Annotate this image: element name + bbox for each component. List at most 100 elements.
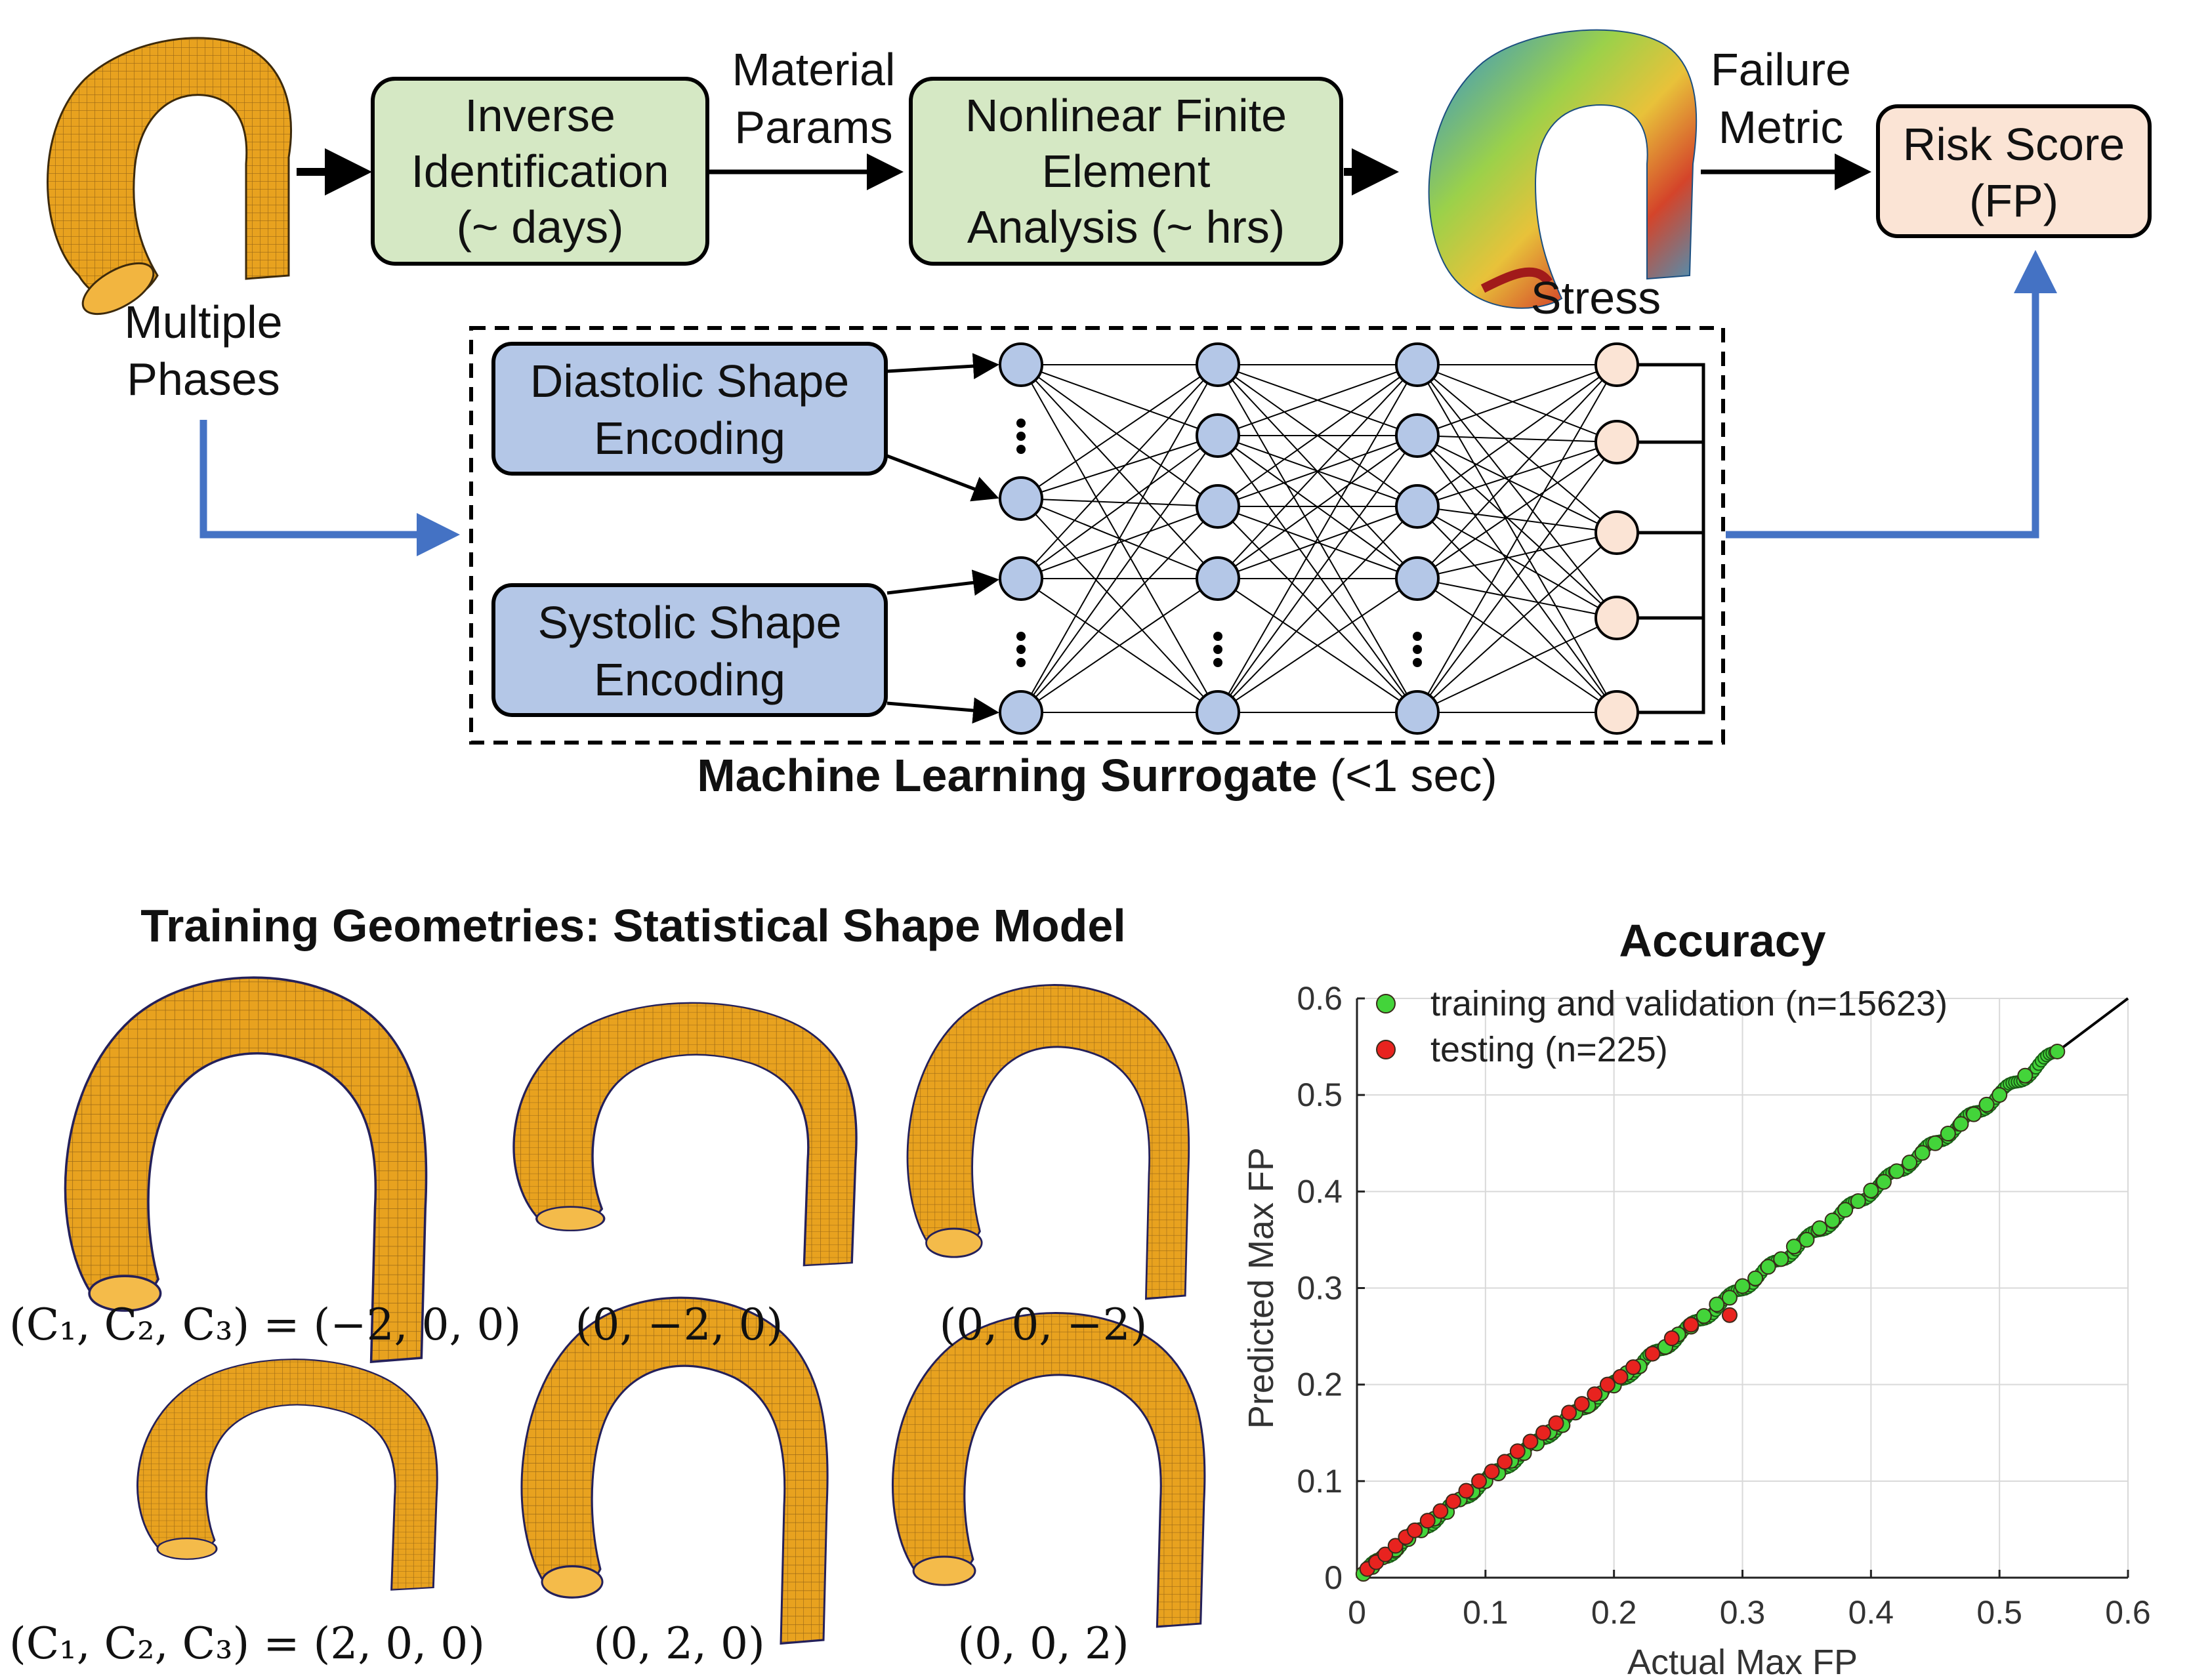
test-point xyxy=(1548,1415,1564,1431)
y-tick-label: 0 xyxy=(1324,1559,1343,1596)
train-point xyxy=(1978,1096,1995,1113)
nn-edge xyxy=(1217,578,1418,713)
test-point xyxy=(1574,1396,1590,1412)
nn-edge xyxy=(1020,506,1219,579)
train-point xyxy=(1747,1270,1764,1286)
fea-box-line-1: Nonlinear Finite xyxy=(965,90,1287,141)
train-point xyxy=(1734,1278,1751,1294)
accuracy-chart: Accuracy 00 0.1 0.1 0.2 0.2 0.3 0.3 0.4 0.4 0.5 0.… xyxy=(1241,915,2151,1680)
ssm-mesh-body xyxy=(512,1002,858,1267)
ssm-row2-label-1: (C₁, C₂, C₃) = (2, 0, 0) xyxy=(9,1618,485,1669)
test-point xyxy=(1561,1404,1577,1421)
train-point xyxy=(1799,1231,1815,1248)
train-point xyxy=(1902,1155,1918,1171)
nn-edge xyxy=(1020,364,1219,713)
nn-ellipsis-dot xyxy=(1016,632,1026,641)
nn-edge xyxy=(1417,435,1617,713)
train-point xyxy=(1824,1212,1841,1229)
fea-box-line-3: Analysis (~ hrs) xyxy=(967,201,1285,253)
nn-node xyxy=(1196,690,1240,735)
nn-edge xyxy=(1417,435,1617,443)
train-point xyxy=(1940,1126,1956,1142)
nn-edge xyxy=(1417,364,1617,533)
y-tick-label: 0.5 xyxy=(1297,1076,1343,1113)
ssm-mesh-opening xyxy=(925,1227,983,1258)
nn-edge xyxy=(1417,364,1617,619)
train-point xyxy=(1953,1116,1969,1132)
nn-edge xyxy=(1417,364,1617,443)
legend-label: training and validation (n=15623) xyxy=(1430,984,1948,1023)
ssm-aorta-mesh xyxy=(906,984,1190,1300)
train-point xyxy=(1888,1163,1905,1179)
x-tick-label: 0.3 xyxy=(1720,1594,1766,1631)
legend-marker xyxy=(1376,1040,1396,1059)
systolic-line-2: Encoding xyxy=(594,654,785,705)
nn-node xyxy=(1395,413,1440,458)
legend-marker xyxy=(1376,994,1396,1014)
nn-edge xyxy=(1217,506,1418,579)
nn-edge xyxy=(1217,364,1418,579)
nn-input-arrow xyxy=(886,569,999,596)
x-tick-label: 0.2 xyxy=(1591,1594,1637,1631)
eq-value-1: (−2, 0, 0) xyxy=(314,1300,522,1350)
nn-output-node xyxy=(1595,342,1639,387)
train-point xyxy=(1760,1259,1776,1275)
nn-edge xyxy=(1417,506,1617,619)
inverse-box-line-2: Identification xyxy=(411,146,669,197)
inverse-box-line-3: (~ days) xyxy=(457,201,624,253)
test-point xyxy=(1663,1330,1680,1347)
ssm-mesh-opening xyxy=(156,1538,218,1560)
y-tick-label: 0.6 xyxy=(1297,980,1343,1017)
series-1 xyxy=(1359,1307,1738,1577)
test-point xyxy=(1432,1503,1449,1519)
test-point xyxy=(1445,1493,1461,1509)
test-point xyxy=(1407,1522,1423,1538)
train-point xyxy=(1914,1145,1930,1161)
input-aorta-mesh xyxy=(47,37,292,301)
nn-node xyxy=(1196,342,1240,387)
nn-ellipsis-dot xyxy=(1016,445,1026,454)
test-point xyxy=(1419,1513,1436,1529)
nn-edge xyxy=(1020,435,1219,499)
test-point xyxy=(1387,1538,1404,1554)
surrogate-caption: Machine Learning Surrogate (<1 sec) xyxy=(697,750,1497,801)
pipeline: Multiple Phases Inverse Identification (… xyxy=(47,29,2152,405)
nn-edge xyxy=(1020,364,1219,436)
risk-score-box xyxy=(1876,104,2152,238)
nn-ellipsis-dot xyxy=(1016,419,1026,428)
y-tick-label: 0.3 xyxy=(1297,1270,1343,1307)
nn-ellipsis-dot xyxy=(1213,645,1222,654)
y-tick-label: 0.2 xyxy=(1297,1366,1343,1403)
nn-edge xyxy=(1217,364,1418,713)
test-point xyxy=(1522,1433,1539,1450)
nn-edge xyxy=(1020,435,1219,579)
nn-ellipsis-dot xyxy=(1413,645,1422,654)
nn-node xyxy=(1196,413,1240,458)
train-point xyxy=(1927,1135,1944,1151)
nn-output-node xyxy=(1595,420,1639,464)
test-point xyxy=(1377,1546,1394,1563)
nn-edge xyxy=(1020,435,1219,713)
nn-edge xyxy=(1417,578,1617,713)
ssm-aorta-mesh xyxy=(520,1296,829,1645)
nn-ellipsis-dot xyxy=(1413,632,1422,641)
train-point xyxy=(1875,1174,1892,1190)
nn-edge xyxy=(1217,364,1418,436)
train-point xyxy=(1850,1193,1866,1210)
y-tick-label: 0.1 xyxy=(1297,1463,1343,1500)
nn-output-node xyxy=(1595,596,1639,640)
ssm-meshes xyxy=(64,976,1206,1645)
legend-label: testing (n=225) xyxy=(1430,1030,1668,1069)
x-tick-label: 0.5 xyxy=(1976,1594,2022,1631)
ssm-mesh-body xyxy=(64,976,428,1363)
ssm-mesh-body xyxy=(520,1296,829,1645)
nn-edge xyxy=(1417,441,1617,579)
eq-prefix-2: (C₁, C₂, C₃) = xyxy=(9,1618,314,1669)
nn-edge xyxy=(1417,364,1617,436)
neural-network xyxy=(886,342,1705,735)
nn-edge xyxy=(1020,364,1219,579)
nn-edge xyxy=(1417,435,1617,533)
ssm-mesh-body xyxy=(892,1312,1206,1628)
train-point xyxy=(1812,1220,1827,1237)
